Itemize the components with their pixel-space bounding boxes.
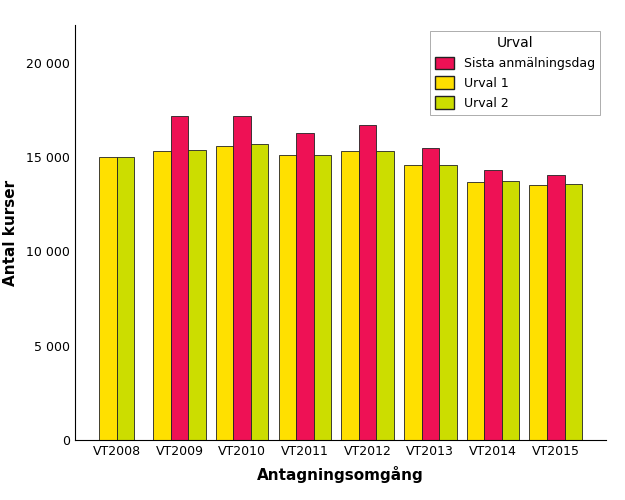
Bar [117, 157, 134, 440]
Bar [216, 146, 233, 440]
Bar [314, 155, 331, 440]
Bar [376, 152, 394, 440]
Bar [547, 175, 564, 440]
Bar [188, 150, 206, 440]
Bar [529, 186, 547, 440]
Bar [341, 152, 359, 440]
Bar [467, 182, 484, 440]
Bar [153, 152, 171, 440]
Bar [99, 157, 117, 440]
Bar [359, 125, 376, 440]
Bar [484, 170, 502, 440]
Bar [279, 155, 296, 440]
Bar [171, 116, 188, 440]
Bar [251, 144, 269, 440]
Bar [421, 148, 439, 440]
Bar [502, 180, 519, 440]
Bar [296, 132, 314, 440]
Legend: Sista anmälningsdag, Urval 1, Urval 2: Sista anmälningsdag, Urval 1, Urval 2 [430, 31, 600, 115]
Y-axis label: Antal kurser: Antal kurser [3, 180, 18, 286]
X-axis label: Antagningsomgång: Antagningsomgång [258, 466, 424, 483]
Bar [404, 164, 421, 440]
Bar [564, 184, 582, 440]
Bar [439, 164, 457, 440]
Bar [233, 116, 251, 440]
